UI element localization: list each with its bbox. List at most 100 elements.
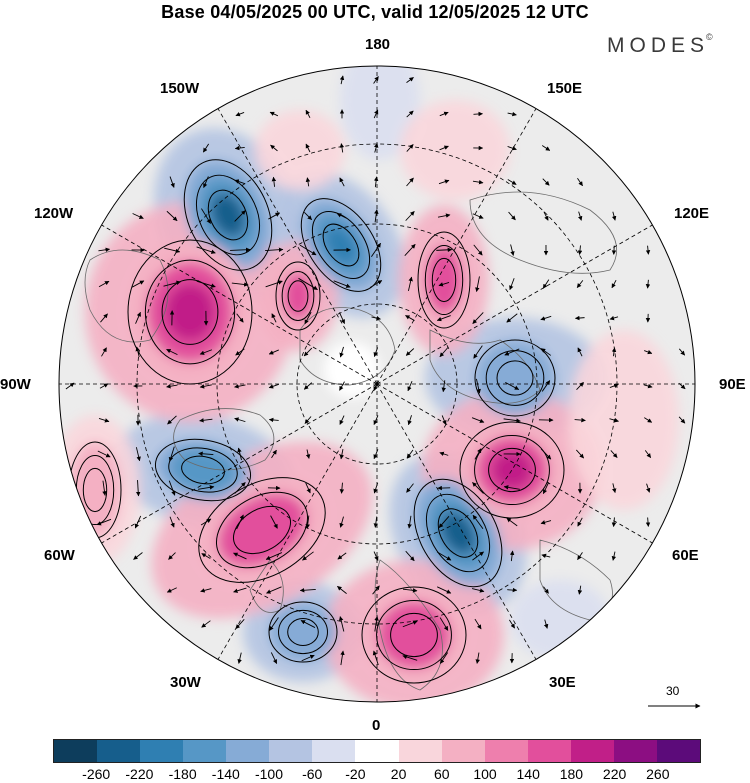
anomaly-center-positive <box>236 509 288 551</box>
wind-vector <box>471 588 485 593</box>
wind-vector <box>132 213 144 219</box>
wind-vector <box>305 482 311 494</box>
wind-vector <box>611 517 617 528</box>
meridian-line <box>101 383 378 544</box>
anomaly-center-negative <box>325 226 357 264</box>
wind-vector <box>269 111 279 117</box>
coastline <box>299 307 396 386</box>
wind-vector <box>504 348 520 356</box>
wind-vector <box>202 143 210 153</box>
anomaly-center-negative <box>289 620 317 644</box>
anomaly-halo <box>510 580 610 660</box>
wind-vector <box>134 515 142 529</box>
wind-vector <box>199 418 213 423</box>
wind-vector <box>135 346 140 358</box>
latitude-circle <box>216 223 538 545</box>
wind-vector <box>439 652 449 664</box>
wind-vector <box>471 417 485 423</box>
wind-vector <box>333 280 351 288</box>
wind-vector <box>271 313 277 323</box>
contour-line <box>474 434 550 506</box>
reference-vector-label: 30 <box>666 684 680 698</box>
anomaly-center-positive <box>393 615 435 655</box>
wind-vector <box>102 480 107 496</box>
contour-line <box>195 174 261 256</box>
wind-vector <box>340 650 345 666</box>
wind-vector <box>133 552 143 560</box>
wind-vector <box>302 551 314 561</box>
lon-label-90w: 90W <box>0 376 31 393</box>
coastline <box>374 559 443 691</box>
wind-vector <box>135 447 141 462</box>
wind-vector <box>270 144 278 152</box>
coastline <box>469 191 618 274</box>
wind-vector <box>646 483 651 493</box>
wind-vector <box>609 315 619 321</box>
wind-vector <box>374 143 379 153</box>
wind-vector <box>438 282 450 287</box>
wind-vector <box>472 213 484 219</box>
wind-vector <box>506 517 518 527</box>
colorbar-cell <box>656 740 700 762</box>
contour-line <box>361 586 467 684</box>
wind-vector <box>507 111 517 117</box>
wind-vector <box>298 277 318 291</box>
coastline <box>429 329 541 404</box>
wind-vector <box>541 380 551 392</box>
contour-line <box>82 467 108 513</box>
contour-line <box>287 618 319 646</box>
wind-vector <box>507 146 517 151</box>
wind-vector <box>299 588 316 593</box>
brand-mark: © <box>706 32 713 42</box>
wind-vector <box>168 552 176 560</box>
wind-vector <box>266 586 282 594</box>
wind-vector <box>577 517 583 527</box>
wind-vector <box>203 176 209 189</box>
contour-line <box>474 339 556 417</box>
contour-line <box>425 493 491 573</box>
wind-vector <box>439 145 449 151</box>
wind-vector <box>373 381 379 391</box>
wind-vector <box>611 279 617 289</box>
wind-vector <box>234 179 246 185</box>
wind-vector <box>576 382 584 390</box>
wind-vector <box>268 417 279 423</box>
contour-line <box>154 438 252 502</box>
wind-vector <box>235 619 245 630</box>
wind-vector <box>305 515 310 529</box>
contour-line <box>431 257 457 303</box>
wind-vector <box>235 112 245 117</box>
lon-label-120w: 120W <box>34 205 74 222</box>
wind-vector <box>337 585 347 595</box>
wind-vector <box>97 450 111 458</box>
wind-vector <box>643 349 653 355</box>
wind-vector <box>574 417 586 423</box>
wind-vector <box>475 652 480 664</box>
wind-vector <box>236 313 244 323</box>
wind-vector <box>199 384 212 389</box>
wind-vector <box>578 211 583 221</box>
wind-vector <box>369 280 383 288</box>
wind-vector <box>678 416 686 424</box>
colorbar-tick-label: -260 <box>82 766 111 782</box>
wind-vector <box>135 480 141 497</box>
wind-vector <box>373 482 379 494</box>
meridian-line <box>376 383 653 544</box>
wind-vector <box>265 552 283 560</box>
wind-vector <box>474 448 482 460</box>
brand-text: MODES <box>607 34 710 57</box>
contour-line <box>144 259 236 365</box>
wind-vector <box>373 109 379 119</box>
wind-vector <box>473 244 483 256</box>
wind-vector <box>678 348 686 356</box>
contour-line <box>459 421 565 519</box>
wind-vector <box>301 654 315 662</box>
wind-vector <box>339 312 345 325</box>
wind-vector <box>300 620 316 628</box>
wind-vector <box>98 280 110 288</box>
wind-vector <box>407 415 412 426</box>
wind-vector <box>268 349 279 355</box>
wind-vector <box>201 620 211 628</box>
anomaly-halo <box>569 330 679 510</box>
wind-vector <box>407 515 412 529</box>
